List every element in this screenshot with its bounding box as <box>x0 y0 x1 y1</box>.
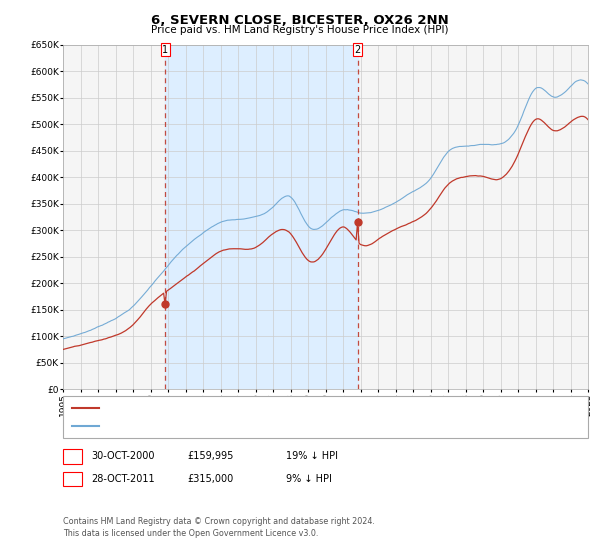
Text: 2: 2 <box>355 45 361 55</box>
Text: 30-OCT-2000: 30-OCT-2000 <box>91 451 155 461</box>
Text: Price paid vs. HM Land Registry's House Price Index (HPI): Price paid vs. HM Land Registry's House … <box>151 25 449 35</box>
Text: 6, SEVERN CLOSE, BICESTER, OX26 2NN (detached house): 6, SEVERN CLOSE, BICESTER, OX26 2NN (det… <box>103 403 389 413</box>
Text: Contains HM Land Registry data © Crown copyright and database right 2024.: Contains HM Land Registry data © Crown c… <box>63 517 375 526</box>
Text: HPI: Average price, detached house, Cherwell: HPI: Average price, detached house, Cher… <box>103 421 326 431</box>
Text: 28-OCT-2011: 28-OCT-2011 <box>91 474 155 484</box>
Text: This data is licensed under the Open Government Licence v3.0.: This data is licensed under the Open Gov… <box>63 529 319 538</box>
Text: 9% ↓ HPI: 9% ↓ HPI <box>286 474 332 484</box>
Text: 2: 2 <box>70 474 76 484</box>
Bar <box>165 45 358 389</box>
Text: 1: 1 <box>162 45 168 55</box>
Text: 1: 1 <box>70 451 76 461</box>
Text: 6, SEVERN CLOSE, BICESTER, OX26 2NN: 6, SEVERN CLOSE, BICESTER, OX26 2NN <box>151 14 449 27</box>
Text: 19% ↓ HPI: 19% ↓ HPI <box>286 451 338 461</box>
Text: £315,000: £315,000 <box>187 474 233 484</box>
Text: £159,995: £159,995 <box>187 451 233 461</box>
